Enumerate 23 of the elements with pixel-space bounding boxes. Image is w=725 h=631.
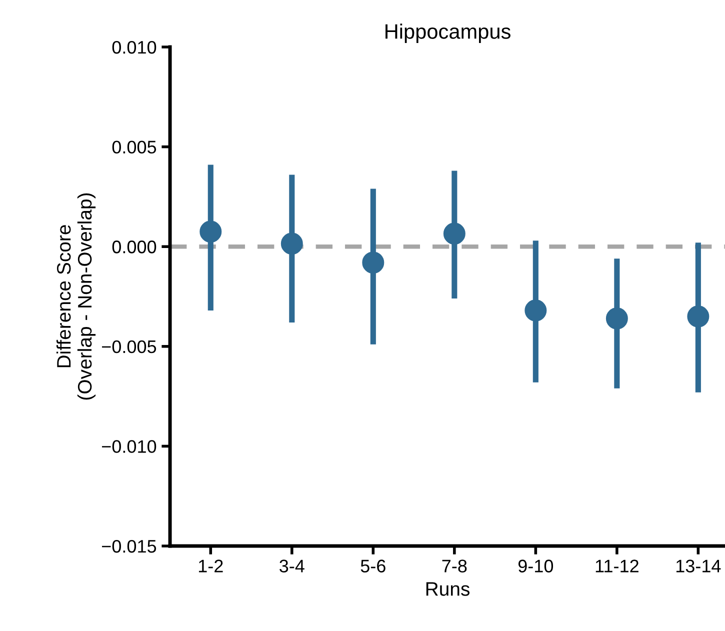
point xyxy=(362,252,384,274)
y-tick-label: −0.010 xyxy=(102,440,156,453)
x-axis-title: Runs xyxy=(426,582,470,596)
point xyxy=(443,222,466,245)
chart-title: Hippocampus xyxy=(386,24,510,43)
point xyxy=(524,299,547,322)
point xyxy=(280,232,303,255)
y-tick-label: 0.010 xyxy=(112,40,156,54)
y-axis-title: Difference Score (Overlap - Non-Overlap) xyxy=(56,193,96,400)
y-tick-label: 0.005 xyxy=(112,140,156,154)
x-tick-label: 13-14 xyxy=(676,560,721,572)
point xyxy=(606,307,628,330)
x-tick-label: 11-12 xyxy=(596,560,638,572)
x-tick-label: 9-10 xyxy=(518,560,554,572)
y-tick-label: −0.015 xyxy=(102,540,156,553)
x-tick-label: 1-2 xyxy=(198,560,223,572)
x-tick-label: 3-4 xyxy=(280,560,304,572)
x-tick-label: 7-8 xyxy=(442,560,467,572)
x-tick-label: 5-6 xyxy=(360,560,386,572)
point xyxy=(687,305,710,328)
y-tick-label: 0.000 xyxy=(112,240,156,254)
point xyxy=(200,220,222,243)
y-tick-label: −0.005 xyxy=(102,340,156,354)
